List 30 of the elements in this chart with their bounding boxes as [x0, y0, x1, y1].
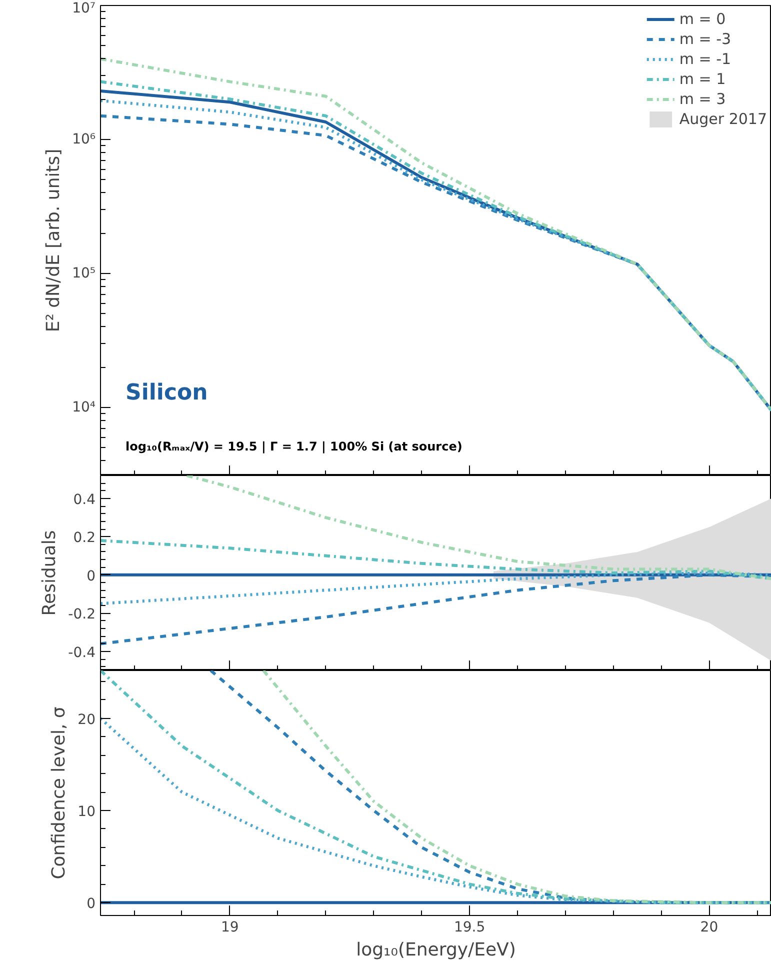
y-tick-label: 10⁶ [72, 131, 96, 148]
legend-label: m = -3 [679, 30, 732, 48]
y-axis-title: Residuals [39, 530, 60, 616]
y-tick-label: -0.2 [68, 606, 96, 623]
y-axis-title: Confidence level, σ [48, 706, 70, 880]
y-tick-label: -0.4 [68, 644, 96, 661]
y-tick-label: 0.4 [73, 492, 96, 508]
legend-label: m = 3 [679, 90, 726, 108]
line-series [100, 716, 771, 904]
x-tick-label: 20 [700, 920, 718, 936]
x-tick-label: 19.5 [454, 920, 486, 936]
y-tick-label: 0 [86, 896, 96, 912]
legend-label: m = 0 [679, 10, 726, 28]
y-tick-label: 0.2 [73, 530, 96, 546]
legend-label: m = -1 [679, 50, 732, 68]
legend-label: Auger 2017 [679, 110, 767, 128]
y-tick-label: 10⁷ [72, 0, 96, 16]
y-axis-title: E² dN/dE [arb. units] [43, 148, 64, 332]
x-tick-label: 19 [221, 920, 239, 936]
annotation: Silicon [126, 380, 208, 406]
y-tick-label: 20 [78, 712, 96, 728]
line-series [185, 476, 771, 580]
y-tick-label: 10 [78, 804, 96, 820]
line-series [100, 573, 771, 646]
x-axis-title: log₁₀(Energy/EeV) [356, 940, 516, 960]
y-tick-label: 10⁴ [72, 399, 96, 416]
legend-label: m = 1 [679, 70, 726, 88]
y-tick-label: 10⁵ [72, 265, 96, 282]
annotation: log₁₀(Rₘₐₓ/V) = 19.5 | Γ = 1.7 | 100% Si (at source) [126, 440, 462, 454]
y-tick-label: 0 [86, 568, 96, 584]
